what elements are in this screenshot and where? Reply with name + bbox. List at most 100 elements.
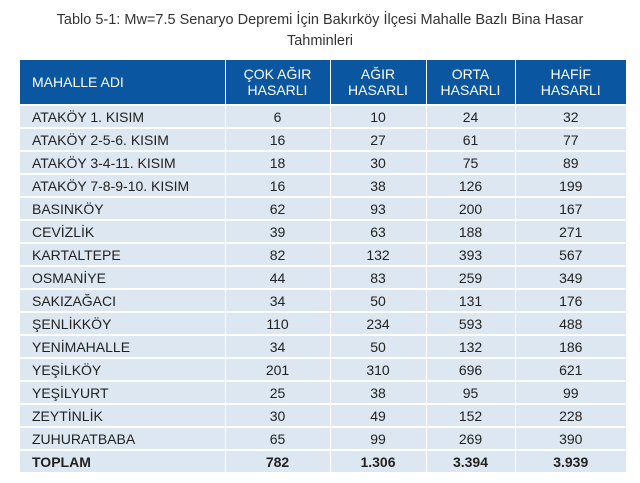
cell-value: 62 xyxy=(225,196,331,220)
cell-mahalle: YENİMAHALLE xyxy=(20,334,226,358)
table-row: ZUHURATBABA 65 99 269 390 xyxy=(20,426,626,450)
header-hafif: HAFİF HASARLI xyxy=(515,60,626,105)
cell-value: 16 xyxy=(225,127,331,151)
table-row: KARTALTEPE 82 132 393 567 xyxy=(20,242,626,266)
caption-line-2: Tahminleri xyxy=(286,33,354,49)
cell-mahalle: ATAKÖY 7-8-9-10. KISIM xyxy=(20,173,226,197)
table-row: YEŞİLYURT 25 38 95 99 xyxy=(20,380,626,404)
cell-value: 6 xyxy=(225,104,331,128)
cell-value: 34 xyxy=(225,334,331,358)
cell-value: 132 xyxy=(426,334,516,358)
cell-mahalle: BASINKÖY xyxy=(20,196,226,220)
cell-mahalle: TOPLAM xyxy=(20,449,226,472)
damage-table: MAHALLE ADI ÇOK AĞIR HASARLI AĞIR HASARLI … xyxy=(20,60,626,472)
table-row: SAKIZAĞACI 34 50 131 176 xyxy=(20,288,626,312)
cell-value: 132 xyxy=(330,242,427,266)
cell-value: 349 xyxy=(515,265,626,289)
table-row: OSMANİYE 44 83 259 349 xyxy=(20,265,626,289)
table-row: CEVİZLİK 39 63 188 271 xyxy=(20,219,626,243)
cell-value: 200 xyxy=(426,196,516,220)
cell-value: 75 xyxy=(426,150,516,174)
header-agir: AĞIR HASARLI xyxy=(330,60,427,105)
table-row: ŞENLİKKÖY 110 234 593 488 xyxy=(20,311,626,335)
cell-value: 1.306 xyxy=(330,449,427,472)
cell-value: 93 xyxy=(330,196,427,220)
cell-mahalle: ŞENLİKKÖY xyxy=(20,311,226,335)
table-row: ATAKÖY 3-4-11. KISIM 18 30 75 89 xyxy=(20,150,626,174)
cell-value: 50 xyxy=(330,334,427,358)
cell-mahalle: KARTALTEPE xyxy=(20,242,226,266)
cell-value: 393 xyxy=(426,242,516,266)
cell-value: 696 xyxy=(426,357,516,381)
table-row: ATAKÖY 1. KISIM 6 10 24 32 xyxy=(20,104,626,128)
cell-value: 61 xyxy=(426,127,516,151)
cell-value: 234 xyxy=(330,311,427,335)
cell-value: 77 xyxy=(515,127,626,151)
cell-value: 38 xyxy=(330,173,427,197)
cell-value: 201 xyxy=(225,357,331,381)
cell-value: 310 xyxy=(330,357,427,381)
cell-mahalle: CEVİZLİK xyxy=(20,219,226,243)
cell-mahalle: SAKIZAĞACI xyxy=(20,288,226,312)
cell-value: 3.394 xyxy=(426,449,516,472)
cell-value: 186 xyxy=(515,334,626,358)
cell-value: 271 xyxy=(515,219,626,243)
cell-value: 110 xyxy=(225,311,331,335)
cell-mahalle: YEŞİLYURT xyxy=(20,380,226,404)
cell-value: 621 xyxy=(515,357,626,381)
header-cok-agir: ÇOK AĞIR HASARLI xyxy=(225,60,331,105)
cell-value: 30 xyxy=(225,403,331,427)
cell-value: 83 xyxy=(330,265,427,289)
cell-value: 30 xyxy=(330,150,427,174)
cell-value: 34 xyxy=(225,288,331,312)
table-row: YENİMAHALLE 34 50 132 186 xyxy=(20,334,626,358)
cell-value: 32 xyxy=(515,104,626,128)
cell-value: 488 xyxy=(515,311,626,335)
cell-mahalle: ZEYTİNLİK xyxy=(20,403,226,427)
caption-line-1: Tablo 5-1: Mw=7.5 Senaryo Depremi İçin B… xyxy=(56,12,584,28)
cell-value: 199 xyxy=(515,173,626,197)
table-row: ATAKÖY 7-8-9-10. KISIM 16 38 126 199 xyxy=(20,173,626,197)
cell-value: 38 xyxy=(330,380,427,404)
table-caption: Tablo 5-1: Mw=7.5 Senaryo Depremi İçin B… xyxy=(0,10,640,52)
cell-value: 390 xyxy=(515,426,626,450)
table-row: ZEYTİNLİK 30 49 152 228 xyxy=(20,403,626,427)
total-row: TOPLAM 782 1.306 3.394 3.939 xyxy=(20,449,626,472)
cell-value: 44 xyxy=(225,265,331,289)
cell-value: 89 xyxy=(515,150,626,174)
cell-value: 126 xyxy=(426,173,516,197)
cell-value: 82 xyxy=(225,242,331,266)
cell-value: 10 xyxy=(330,104,427,128)
table-row: YEŞİLKÖY 201 310 696 621 xyxy=(20,357,626,381)
cell-mahalle: YEŞİLKÖY xyxy=(20,357,226,381)
cell-value: 99 xyxy=(330,426,427,450)
cell-value: 50 xyxy=(330,288,427,312)
cell-value: 131 xyxy=(426,288,516,312)
table-row: ATAKÖY 2-5-6. KISIM 16 27 61 77 xyxy=(20,127,626,151)
cell-value: 3.939 xyxy=(515,449,626,472)
table-row: BASINKÖY 62 93 200 167 xyxy=(20,196,626,220)
cell-mahalle: ZUHURATBABA xyxy=(20,426,226,450)
cell-value: 188 xyxy=(426,219,516,243)
cell-mahalle: ATAKÖY 2-5-6. KISIM xyxy=(20,127,226,151)
cell-value: 18 xyxy=(225,150,331,174)
cell-value: 152 xyxy=(426,403,516,427)
header-row: MAHALLE ADI ÇOK AĞIR HASARLI AĞIR HASARLI … xyxy=(20,60,626,105)
cell-value: 63 xyxy=(330,219,427,243)
cell-value: 95 xyxy=(426,380,516,404)
cell-value: 65 xyxy=(225,426,331,450)
cell-value: 27 xyxy=(330,127,427,151)
cell-value: 228 xyxy=(515,403,626,427)
cell-value: 269 xyxy=(426,426,516,450)
cell-value: 167 xyxy=(515,196,626,220)
cell-mahalle: ATAKÖY 1. KISIM xyxy=(20,104,226,128)
header-mahalle: MAHALLE ADI xyxy=(20,60,226,105)
cell-value: 39 xyxy=(225,219,331,243)
cell-value: 25 xyxy=(225,380,331,404)
header-orta: ORTA HASARLI xyxy=(426,60,516,105)
cell-value: 49 xyxy=(330,403,427,427)
cell-value: 782 xyxy=(225,449,331,472)
cell-mahalle: OSMANİYE xyxy=(20,265,226,289)
cell-value: 176 xyxy=(515,288,626,312)
cell-value: 259 xyxy=(426,265,516,289)
